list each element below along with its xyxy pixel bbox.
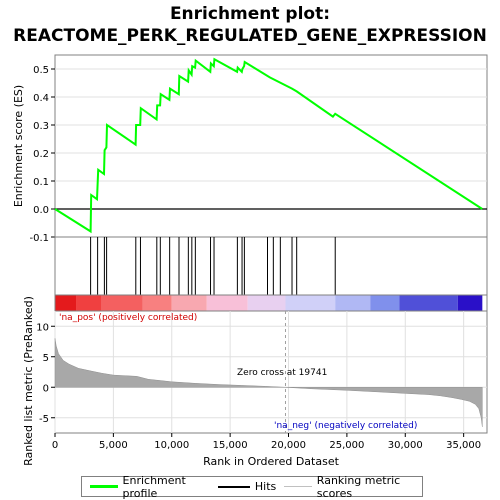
color-bar-segment [76,295,102,311]
es-panel-frame [54,54,488,238]
legend-swatch-enrichment [90,485,118,488]
es-y-tick-label: 0.5 [33,65,49,76]
zero-cross-label: Zero cross at 19741 [237,368,327,378]
color-bar-segment [247,295,286,311]
rank-x-tick-label: 10,000 [154,440,189,451]
es-y-tick-label: 0.2 [33,149,49,160]
enrichment-profile-line [54,57,483,234]
color-bar-segment [370,295,400,311]
legend-item-enrichment-profile: Enrichment profile [90,474,210,500]
rank-y-tick-label: 5 [43,353,49,364]
legend-swatch-ranking [284,486,312,487]
legend-item-ranking: Ranking metric scores [284,474,422,500]
es-grid [55,68,487,238]
color-bar-segment [399,295,458,311]
rank-x-tick-label: 15,000 [213,440,248,451]
hit-marks [90,237,336,295]
ranked-color-bar [55,295,483,311]
rank-x-tick-label: 5,000 [99,440,128,451]
rank-y-tick-label: 0 [43,383,49,394]
rank-x-tick-label: 30,000 [388,440,423,451]
plot-title-line1: Enrichment plot: [170,4,330,24]
rank-y-ticks: -5 0 5 10 [36,322,55,425]
es-y-tick-label: 0.3 [33,121,49,132]
es-y-tick-label: 0.0 [33,205,49,216]
rank-x-tick-label: 20,000 [271,440,306,451]
es-y-tick-label: -0.1 [29,233,49,244]
hits-panel-frame [54,236,488,296]
color-bar-segment [55,295,77,311]
color-bar-segment [285,295,336,311]
negative-correlation-label: 'na_neg' (negatively correlated) [274,421,417,431]
positive-correlation-label: 'na_pos' (positively correlated) [59,313,197,323]
rank-y-tick-label: -5 [39,414,49,425]
rank-x-tick-label: 0 [52,440,58,451]
legend-label-enrichment: Enrichment profile [122,473,186,500]
es-y-tick-label: 0.4 [33,93,49,104]
legend-swatch-hits [217,485,250,488]
rank-x-tick-label: 35,000 [446,440,481,451]
legend-label-hits: Hits [254,480,277,493]
color-bar-segment [335,295,371,311]
rank-x-tick-label: 25,000 [329,440,364,451]
color-bar-segment [142,295,172,311]
rank-x-ticks: 0 5,000 10,000 15,000 20,000 25,000 30,000 35,0… [52,433,481,451]
ranking-metric-area [54,338,483,427]
es-y-ticks: -0.1 0.0 0.1 0.2 0.3 0.4 0.5 [29,65,55,244]
rank-y-axis-label: Ranked list metric (PreRanked) [22,296,35,466]
color-bar-segment [171,295,207,311]
legend-label-ranking: Ranking metric scores [316,473,401,500]
es-y-axis-label: Enrichment score (ES) [12,85,25,207]
color-bar-segment [101,295,143,311]
es-y-tick-label: 0.1 [33,177,49,188]
color-bar-segment [206,295,248,311]
rank-y-tick-label: 10 [36,322,49,333]
color-bar-segment [457,295,483,311]
rank-x-axis-label: Rank in Ordered Dataset [203,455,340,468]
legend-item-hits: Hits [217,480,277,493]
legend: Enrichment profile Hits Ranking metric s… [81,474,423,500]
plot-title-line2: REACTOME_PERK_REGULATED_GENE_EXPRESSION [13,26,487,46]
rank-panel-frame [54,310,488,434]
